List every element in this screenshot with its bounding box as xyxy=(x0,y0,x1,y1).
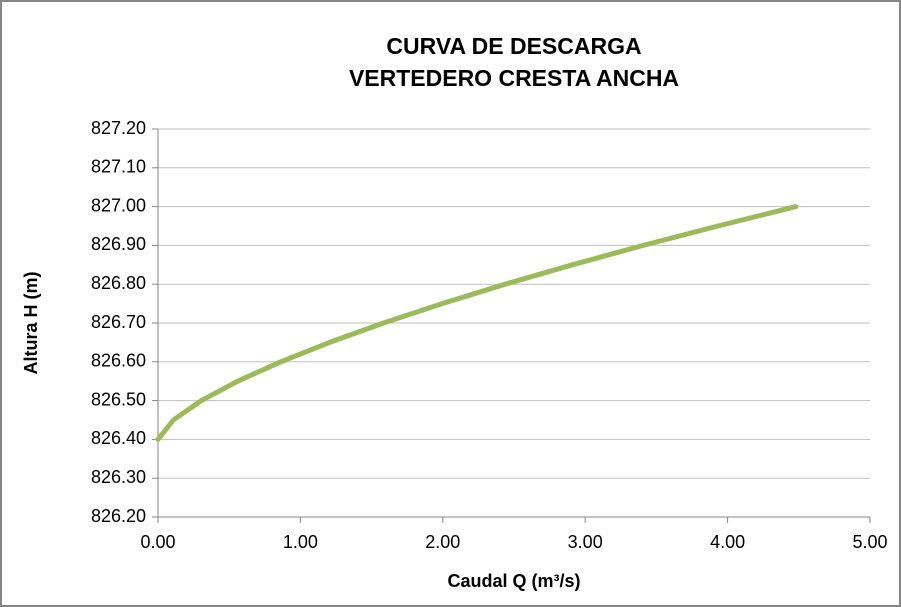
y-axis-title: Altura H (m) xyxy=(21,271,41,374)
y-tick-label: 827.10 xyxy=(91,157,146,177)
x-tick-label: 0.00 xyxy=(140,532,175,552)
y-tick-label: 826.80 xyxy=(91,273,146,293)
y-tick-label: 826.50 xyxy=(91,389,146,409)
y-tick-label: 826.30 xyxy=(91,467,146,487)
chart-title: VERTEDERO CRESTA ANCHA xyxy=(349,65,679,91)
y-tick-label: 826.60 xyxy=(91,351,146,371)
y-tick-label: 826.90 xyxy=(91,234,146,254)
x-tick-label: 4.00 xyxy=(710,532,745,552)
x-tick-label: 5.00 xyxy=(852,532,887,552)
x-tick-label: 3.00 xyxy=(568,532,603,552)
x-axis-title: Caudal Q (m³/s) xyxy=(447,571,580,591)
y-tick-label: 827.20 xyxy=(91,118,146,138)
y-tick-label: 826.70 xyxy=(91,312,146,332)
y-tick-label: 827.00 xyxy=(91,195,146,215)
data-line xyxy=(155,204,799,442)
chart-title: CURVA DE DESCARGA xyxy=(386,33,641,59)
y-tick-label: 826.40 xyxy=(91,428,146,448)
y-tick-label: 826.20 xyxy=(91,506,146,526)
x-tick-label: 2.00 xyxy=(425,532,460,552)
x-tick-label: 1.00 xyxy=(283,532,318,552)
